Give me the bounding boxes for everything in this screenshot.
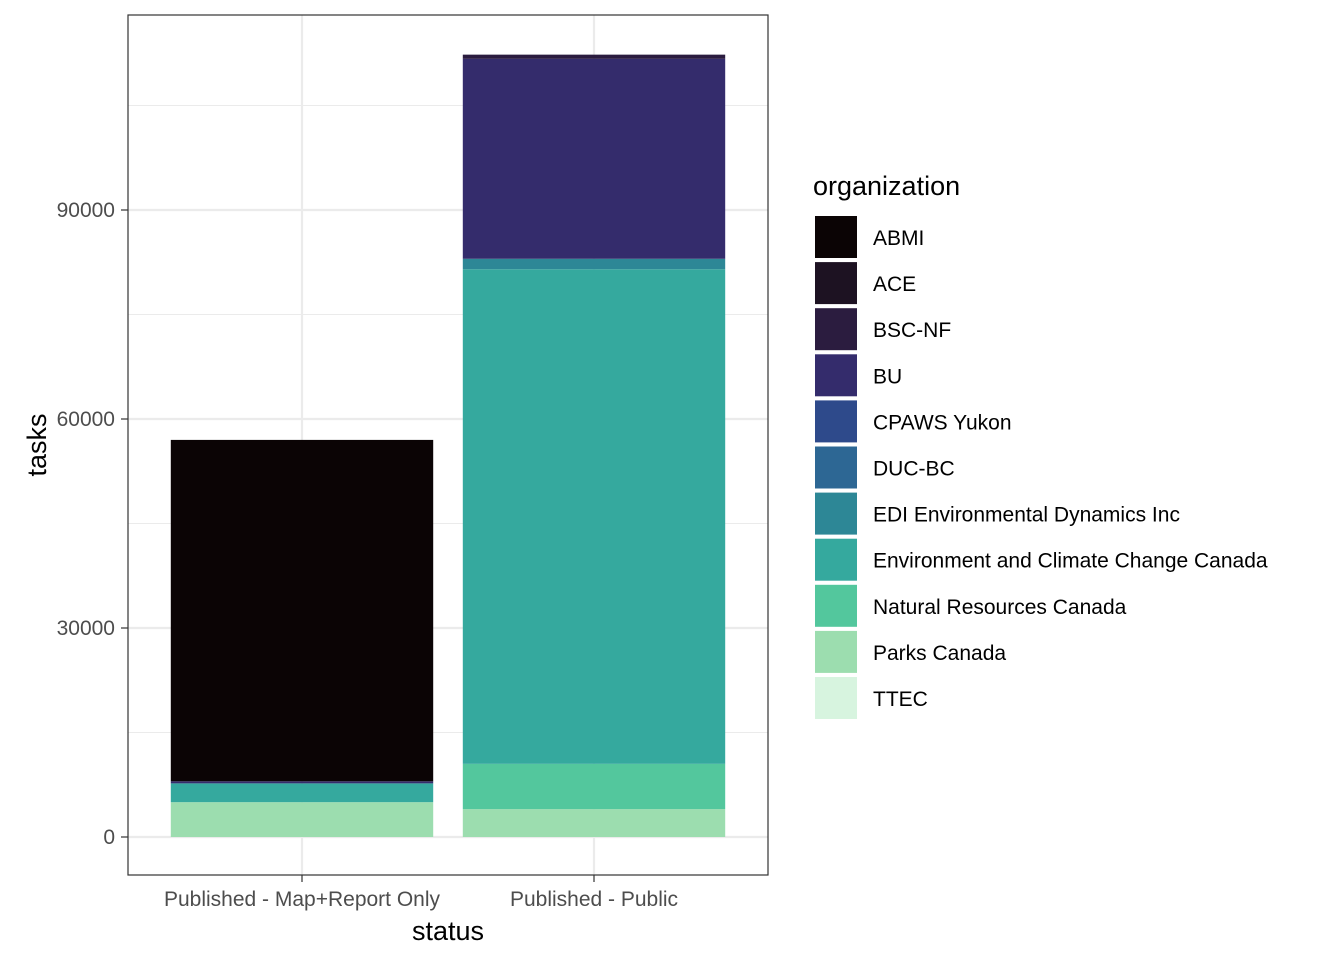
legend-label: DUC-BC	[873, 458, 955, 481]
legend-label: TTEC	[873, 688, 928, 711]
bar-segment	[170, 439, 434, 782]
bar-segment	[462, 809, 726, 837]
legend-key	[815, 630, 857, 673]
legend-key	[815, 216, 857, 258]
legend-key	[815, 400, 857, 443]
legend-key	[815, 677, 857, 719]
x-tick-label: Published - Map+Report Only	[164, 888, 441, 911]
bar-segment	[462, 258, 726, 270]
x-axis: Published - Map+Report Only Published - P…	[164, 875, 678, 911]
bar-segment	[462, 54, 726, 59]
y-axis-title: tasks	[22, 413, 52, 476]
legend-label: CPAWS Yukon	[873, 411, 1012, 434]
legend-key	[815, 354, 857, 397]
x-tick-label: Published - Public	[510, 888, 678, 911]
bar-segment	[170, 783, 434, 803]
x-axis-title: status	[412, 916, 484, 946]
legend-label: ABMI	[873, 227, 924, 250]
legend-title: organization	[813, 171, 960, 201]
bar-segment	[462, 269, 726, 764]
legend-label: Parks Canada	[873, 642, 1006, 665]
legend: organization ABMI ACE BSC-NF BU CPAWS Yukon D…	[813, 171, 1268, 719]
legend-label: Natural Resources Canada	[873, 596, 1127, 619]
legend-key	[815, 308, 857, 351]
legend-label: BSC-NF	[873, 319, 951, 342]
legend-key	[815, 262, 857, 305]
legend-key	[815, 492, 857, 535]
y-tick-label: 60000	[57, 408, 115, 431]
legend-label: ACE	[873, 273, 916, 296]
legend-key	[815, 538, 857, 581]
y-tick-label: 90000	[57, 199, 115, 222]
bar-segment	[462, 763, 726, 810]
legend-label: Environment and Climate Change Canada	[873, 550, 1268, 573]
legend-label: EDI Environmental Dynamics Inc	[873, 504, 1180, 527]
bar-segment	[170, 802, 434, 837]
y-tick-label: 0	[103, 826, 115, 849]
legend-label: BU	[873, 365, 902, 388]
panel-border	[127, 14, 769, 876]
y-tick-label: 30000	[57, 617, 115, 640]
bar-segment	[170, 781, 434, 784]
legend-key	[815, 584, 857, 627]
y-axis: 0 30000 60000 90000	[57, 199, 128, 849]
bar-segment	[462, 58, 726, 259]
legend-key	[815, 446, 857, 489]
bars	[170, 54, 726, 837]
